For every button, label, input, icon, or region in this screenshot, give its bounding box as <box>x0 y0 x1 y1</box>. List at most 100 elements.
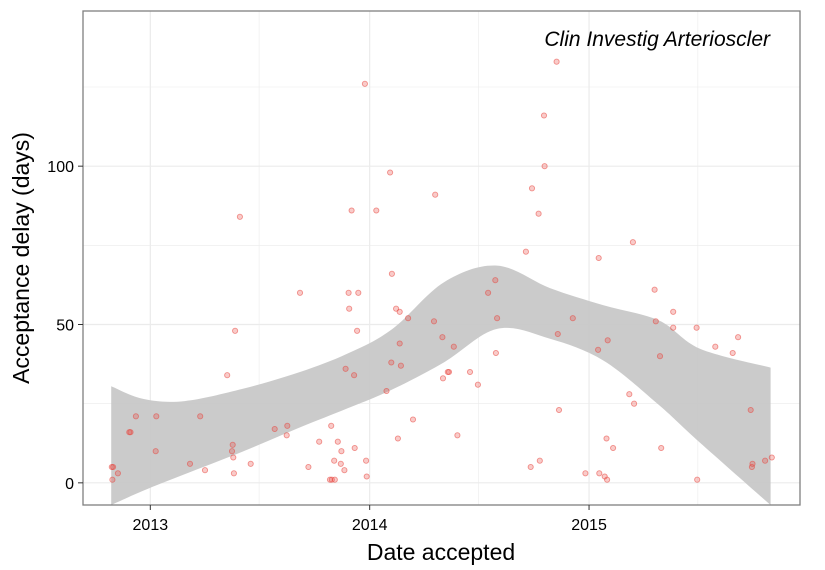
data-point <box>394 435 401 442</box>
y-axis: 0 50 100 <box>47 159 83 493</box>
data-point <box>396 308 403 315</box>
data-point <box>341 467 348 474</box>
data-point <box>338 448 345 455</box>
data-point <box>540 112 548 119</box>
data-point <box>595 346 602 353</box>
data-point <box>345 289 352 296</box>
data-point <box>351 444 358 452</box>
data-point <box>328 422 335 429</box>
data-point <box>527 463 534 471</box>
x-tick-label: 2014 <box>352 517 388 534</box>
data-point <box>535 210 542 217</box>
data-point <box>363 457 370 464</box>
data-point <box>409 416 417 423</box>
y-tick-label: 0 <box>65 476 74 493</box>
data-point <box>604 476 611 483</box>
data-point <box>361 80 368 87</box>
data-point <box>555 406 563 414</box>
smooth-confidence-band <box>111 265 771 505</box>
data-point <box>528 185 536 192</box>
data-point <box>670 324 677 331</box>
data-point <box>342 365 349 372</box>
data-point <box>596 470 603 477</box>
data-point <box>729 349 736 357</box>
data-point <box>450 343 457 350</box>
data-point <box>430 318 438 325</box>
data-point <box>454 432 461 439</box>
data-point <box>694 476 701 483</box>
data-point <box>610 444 617 452</box>
data-point <box>348 207 355 214</box>
data-point <box>768 454 775 461</box>
data-point <box>445 368 453 376</box>
data-point <box>747 406 754 414</box>
data-point <box>110 463 117 471</box>
data-point <box>247 460 254 467</box>
data-point <box>595 254 602 262</box>
data-point <box>331 476 338 483</box>
data-point <box>439 334 446 341</box>
data-point <box>626 391 633 398</box>
data-point <box>554 330 561 338</box>
x-axis-title: Date accepted <box>367 539 515 565</box>
data-point <box>629 239 636 246</box>
data-point <box>271 425 278 433</box>
data-point <box>334 438 341 445</box>
data-point <box>351 372 358 379</box>
data-point <box>494 315 501 322</box>
data-point <box>283 432 290 439</box>
data-point <box>541 163 548 170</box>
data-point <box>229 441 236 448</box>
y-tick-label: 100 <box>47 159 74 176</box>
data-point <box>388 359 395 366</box>
data-point <box>474 381 481 388</box>
data-point <box>603 435 610 442</box>
x-tick-label: 2013 <box>133 517 169 534</box>
data-point <box>522 248 529 255</box>
data-point <box>186 460 194 467</box>
data-point <box>466 368 474 376</box>
data-point <box>132 413 139 420</box>
data-point <box>236 213 243 220</box>
y-tick-label: 50 <box>56 318 74 335</box>
data-point <box>284 422 291 429</box>
data-point <box>397 362 404 369</box>
data-point <box>658 444 665 452</box>
x-axis: 2013 2014 2015 <box>133 505 607 534</box>
y-axis-title: Acceptance delay (days) <box>8 132 34 384</box>
data-point <box>569 315 576 322</box>
data-point <box>383 387 390 395</box>
data-point <box>652 318 659 325</box>
journal-annotation: Clin Investig Arterioscler <box>544 28 771 51</box>
data-point <box>670 308 677 315</box>
data-point <box>712 343 719 350</box>
data-points <box>108 58 775 483</box>
data-point <box>232 327 239 334</box>
data-point <box>485 289 492 296</box>
data-point <box>127 429 134 436</box>
data-point <box>373 207 380 214</box>
data-point <box>337 460 344 467</box>
x-tick-label: 2015 <box>571 517 607 534</box>
data-point <box>296 289 304 296</box>
data-point <box>492 349 499 357</box>
data-point <box>735 334 742 341</box>
data-point <box>363 473 370 480</box>
data-point <box>228 448 236 455</box>
data-point <box>388 270 395 277</box>
data-point <box>604 337 611 344</box>
data-point <box>405 315 412 322</box>
data-point <box>346 305 353 312</box>
data-point <box>582 470 589 477</box>
data-point <box>331 457 338 464</box>
data-point <box>693 324 700 331</box>
data-point <box>631 400 638 407</box>
data-point <box>749 460 756 467</box>
data-point <box>396 340 403 347</box>
data-point <box>355 289 362 296</box>
data-point <box>439 375 447 382</box>
data-point <box>316 438 323 445</box>
data-point <box>114 470 121 477</box>
data-point <box>201 467 209 474</box>
